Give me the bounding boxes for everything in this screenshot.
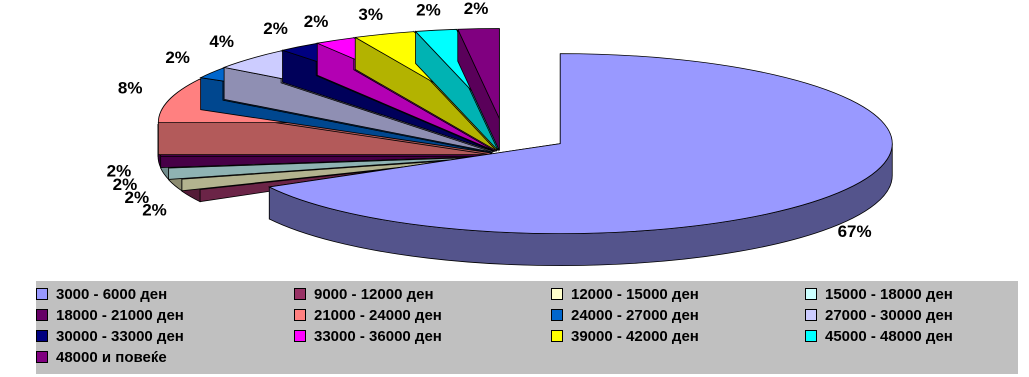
legend-label: 39000 - 42000 ден: [571, 328, 699, 345]
legend-swatch: [551, 288, 563, 300]
data-label: 2%: [165, 48, 190, 67]
legend-swatch: [36, 330, 48, 342]
legend-label: 33000 - 36000 ден: [314, 328, 442, 345]
legend-label: 12000 - 15000 ден: [571, 286, 699, 303]
chart-legend: 3000 - 6000 ден 9000 - 12000 ден 12000 - 1…: [36, 281, 1018, 374]
legend-label: 21000 - 24000 ден: [314, 307, 442, 324]
pie-slice: [457, 28, 500, 151]
legend-item: 12000 - 15000 ден: [551, 285, 699, 305]
legend-label: 24000 - 27000 ден: [571, 307, 699, 324]
legend-label: 9000 - 12000 ден: [314, 286, 434, 303]
data-label: 2%: [464, 0, 489, 18]
pie-slice: [267, 53, 893, 266]
legend-swatch: [36, 288, 48, 300]
legend-label: 30000 - 33000 ден: [56, 328, 184, 345]
data-label: 2%: [107, 162, 132, 181]
legend-swatch: [551, 309, 563, 321]
legend-item: 27000 - 30000 ден: [805, 306, 953, 326]
legend-item: 15000 - 18000 ден: [805, 285, 953, 305]
data-label: 2%: [416, 1, 441, 20]
data-label: 2%: [304, 12, 329, 31]
data-label: 2%: [113, 175, 138, 194]
legend-label: 18000 - 21000 ден: [56, 307, 184, 324]
legend-swatch: [805, 288, 817, 300]
legend-swatch: [36, 309, 48, 321]
data-label: 67%: [838, 222, 872, 241]
legend-label: 45000 - 48000 ден: [825, 328, 953, 345]
legend-swatch: [805, 309, 817, 321]
legend-swatch: [36, 351, 48, 363]
legend-swatch: [294, 288, 306, 300]
legend-item: 33000 - 36000 ден: [294, 327, 442, 347]
data-label: 2%: [263, 19, 288, 38]
legend-label: 27000 - 30000 ден: [825, 307, 953, 324]
legend-item: 39000 - 42000 ден: [551, 327, 699, 347]
legend-item: 18000 - 21000 ден: [36, 306, 184, 326]
data-label: 8%: [118, 79, 143, 98]
legend-swatch: [294, 330, 306, 342]
data-label: 2%: [142, 200, 167, 219]
data-label: 4%: [209, 32, 234, 51]
legend-swatch: [805, 330, 817, 342]
legend-item: 45000 - 48000 ден: [805, 327, 953, 347]
legend-item: 24000 - 27000 ден: [551, 306, 699, 326]
legend-item: 9000 - 12000 ден: [294, 285, 434, 305]
legend-label: 3000 - 6000 ден: [56, 286, 168, 303]
pie-chart: 67%2%2%2%2%8%2%4%2% 2% 3% 2% 2%: [107, 0, 893, 266]
data-label: 2%: [125, 188, 150, 207]
legend-swatch: [294, 309, 306, 321]
legend-item: 30000 - 33000 ден: [36, 327, 184, 347]
data-label: 3%: [358, 5, 383, 24]
legend-label: 48000 и повеќе: [56, 349, 167, 366]
legend-swatch: [551, 330, 563, 342]
legend-item: 3000 - 6000 ден: [36, 285, 167, 305]
legend-item: 48000 и повеќе: [36, 348, 167, 368]
legend-item: 21000 - 24000 ден: [294, 306, 442, 326]
legend-label: 15000 - 18000 ден: [825, 286, 953, 303]
